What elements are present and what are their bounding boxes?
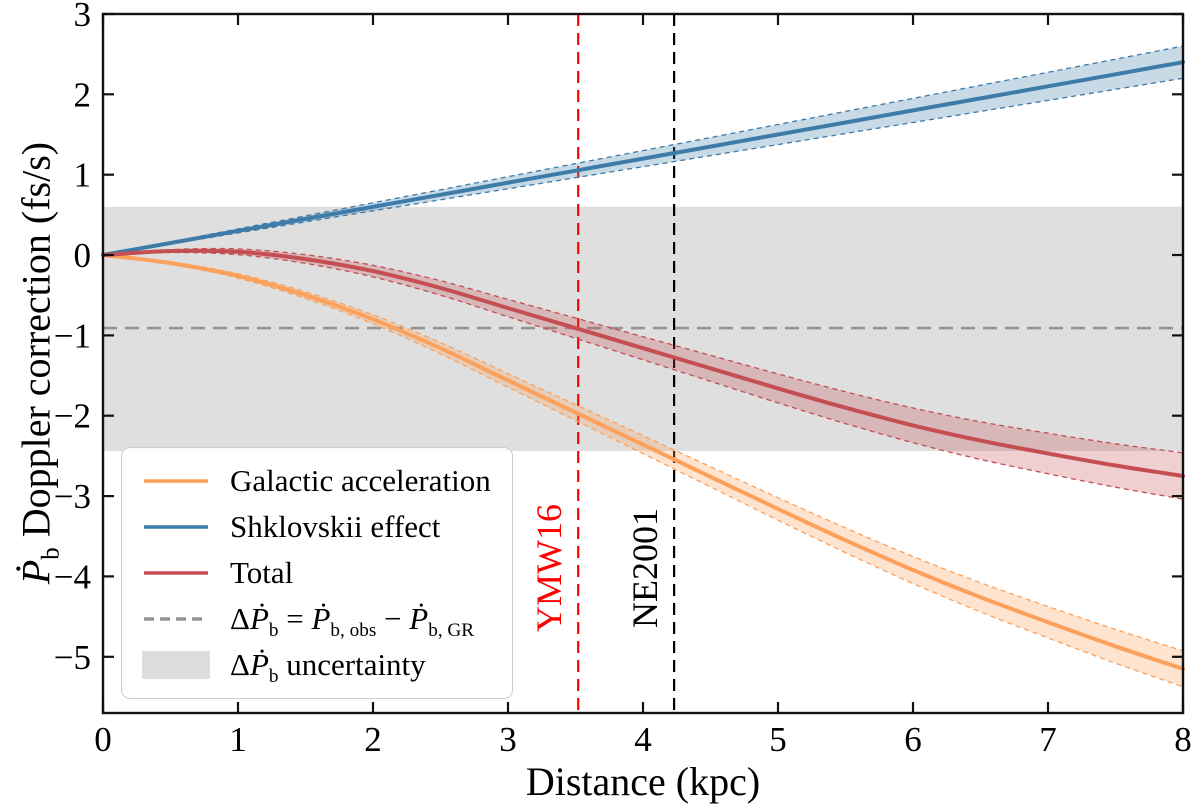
legend-swatch: [142, 476, 210, 486]
total-line: [101, 248, 1185, 478]
x-tick-label: 0: [94, 720, 112, 759]
total-band-lower-edge: [102, 251, 1184, 500]
y-tick-label: −2: [54, 397, 91, 436]
x-tick-label: 4: [634, 720, 652, 759]
vline-label-ne2001: NE2001: [625, 508, 665, 628]
vline-label-ymw16: YMW16: [529, 504, 569, 632]
x-tick-label: 1: [229, 720, 247, 759]
legend-label: ΔṖb uncertainty: [230, 647, 426, 688]
y-tick-label: −1: [54, 316, 91, 355]
total-band: [103, 248, 1183, 500]
x-axis-label: Distance (kpc): [525, 759, 761, 804]
x-tick-label: 3: [499, 720, 517, 759]
galactic-acceleration-band: [103, 255, 1183, 687]
legend-item: Galactic acceleration: [142, 463, 492, 499]
legend-item: Total: [142, 555, 492, 591]
x-tick-label: 6: [904, 720, 922, 759]
shklovskii-effect-line: [101, 60, 1185, 257]
galactic-acceleration-line: [101, 253, 1185, 671]
legend-item: Shklovskii effect: [142, 509, 492, 545]
shklovskii-effect-band-lower-edge: [102, 77, 1184, 256]
legend-label: Galactic acceleration: [230, 463, 491, 498]
x-tick-label: 5: [769, 720, 787, 759]
y-tick-label: 3: [74, 0, 92, 34]
x-tick-label: 2: [364, 720, 382, 759]
legend-swatch: [142, 568, 210, 578]
legend-swatch: [142, 522, 210, 532]
total-band-upper-edge: [102, 247, 1184, 454]
y-axis-label: Ṗb Doppler correction (fs/s): [13, 141, 65, 585]
x-tick-label: 8: [1174, 720, 1192, 759]
y-tick-label: −4: [54, 557, 91, 596]
legend-label: Shklovskii effect: [230, 509, 441, 544]
legend-swatch: [142, 651, 210, 679]
y-tick-label: 1: [74, 156, 92, 195]
legend-item: ΔṖb = Ṗb, obs − Ṗb, GR: [142, 601, 492, 642]
y-tick-label: 0: [74, 236, 92, 275]
legend-label: ΔṖb = Ṗb, obs − Ṗb, GR: [230, 601, 475, 642]
shklovskii-effect-band-upper-edge: [102, 45, 1184, 256]
legend-item: ΔṖb uncertainty: [142, 647, 492, 688]
legend-box: Galactic acceleration Shklovskii effect To…: [121, 447, 513, 699]
y-tick-label: −5: [54, 638, 91, 677]
legend-swatch: [142, 614, 210, 624]
y-tick-label: 2: [74, 75, 92, 114]
legend-label: Total: [230, 555, 294, 590]
y-tick-label: −3: [54, 477, 91, 516]
galactic-acceleration-band-lower-edge: [102, 254, 1184, 688]
x-tick-label: 7: [1039, 720, 1057, 759]
